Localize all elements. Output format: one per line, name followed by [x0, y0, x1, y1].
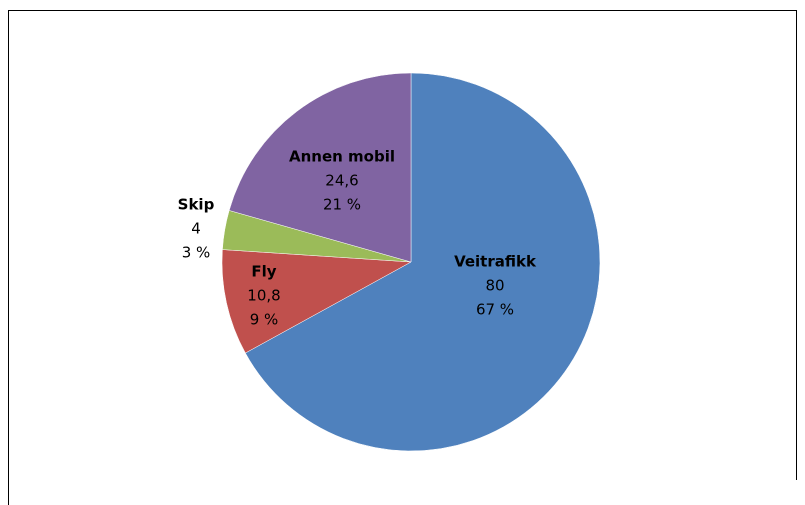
percent-label: 9 % [250, 311, 279, 329]
value-label: 10,8 [247, 287, 280, 305]
pie-slice [245, 72, 601, 452]
value-label: 4 [191, 220, 201, 238]
pie [221, 72, 601, 452]
category-label: Fly [251, 263, 276, 281]
category-label: Skip [178, 196, 215, 214]
percent-label: 21 % [323, 196, 361, 214]
percent-label: 67 % [476, 301, 514, 319]
category-label: Annen mobil [289, 148, 395, 166]
value-label: 24,6 [325, 172, 358, 190]
pie-slice [228, 72, 412, 263]
percent-label: 3 % [182, 244, 211, 262]
value-label: 80 [485, 277, 504, 295]
labels: Veitrafikk 80 67 % Fly 10,8 9 % Skip 4 3 % Annen … [178, 148, 537, 329]
category-label: Veitrafikk [454, 253, 537, 271]
pie-slice [221, 249, 412, 354]
